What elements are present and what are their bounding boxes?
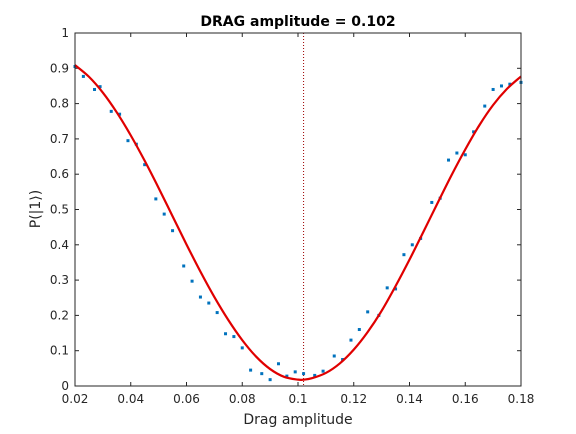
data-point [491, 87, 495, 91]
data-point [260, 372, 264, 376]
data-point [472, 130, 476, 134]
data-point [162, 212, 166, 216]
data-point [349, 338, 353, 342]
data-point [198, 295, 202, 299]
data-point [240, 346, 244, 350]
data-point [430, 200, 434, 204]
data-point [93, 87, 97, 91]
data-point [215, 311, 219, 315]
data-point [394, 287, 398, 291]
data-point [313, 373, 317, 377]
y-tick-label: 0.9 [50, 61, 69, 75]
data-point [81, 74, 85, 78]
data-point [171, 229, 175, 233]
y-tick-label: 1 [61, 26, 69, 40]
x-tick-label: 0.04 [117, 392, 144, 406]
data-point [154, 197, 158, 201]
x-tick-label: 0.1 [288, 392, 307, 406]
y-tick-label: 0.2 [50, 308, 69, 322]
data-point [249, 368, 253, 372]
data-point [302, 372, 306, 376]
data-point [499, 84, 503, 88]
plot-area: 0.02 0.04 0.06 0.08 0.1 0.12 0.14 0.16 0.18 0 0.1 0… [50, 26, 534, 406]
x-tick-label: 0.18 [508, 392, 535, 406]
data-point [332, 354, 336, 358]
y-tick-label: 0.1 [50, 344, 69, 358]
data-point [109, 109, 113, 113]
data-point [98, 85, 102, 89]
y-tick-label: 0.8 [50, 97, 69, 111]
data-point [207, 301, 211, 305]
y-tick-label: 0 [61, 379, 69, 393]
data-point [455, 151, 459, 155]
data-point [385, 286, 389, 290]
data-point [276, 362, 280, 366]
data-point [143, 163, 147, 167]
data-point [508, 82, 512, 86]
data-point [268, 378, 272, 382]
data-point [232, 335, 236, 339]
fit-curve [74, 64, 522, 382]
y-tick-label: 0.5 [50, 203, 69, 217]
x-tick-label: 0.08 [229, 392, 256, 406]
chart-title: DRAG amplitude = 0.102 [200, 14, 395, 30]
x-tick-label: 0.06 [173, 392, 200, 406]
data-point [224, 332, 228, 336]
data-point [321, 369, 325, 373]
data-point [293, 370, 297, 374]
data-point [402, 253, 406, 257]
x-axis-label: Drag amplitude [243, 412, 352, 428]
y-tick-label: 0.7 [50, 132, 69, 146]
data-point [190, 279, 194, 283]
data-point [357, 328, 361, 332]
data-point [118, 112, 122, 116]
y-tick-label: 0.3 [50, 273, 69, 287]
data-point [182, 264, 186, 268]
x-tick-label: 0.12 [340, 392, 367, 406]
data-point [285, 374, 289, 378]
data-point [126, 139, 130, 143]
x-tick-label: 0.14 [396, 392, 423, 406]
x-tick-label: 0.16 [452, 392, 479, 406]
y-tick-label: 0.6 [50, 167, 69, 181]
axes-box [74, 32, 522, 387]
data-point [483, 104, 487, 108]
y-axis-label: P(|1⟩) [28, 190, 44, 228]
y-tick-label: 0.4 [50, 238, 69, 252]
data-point [410, 243, 414, 247]
data-point [447, 158, 451, 162]
data-point [463, 153, 467, 157]
data-point [366, 310, 370, 314]
x-tick-label: 0.02 [62, 392, 89, 406]
plot-background [75, 33, 521, 386]
